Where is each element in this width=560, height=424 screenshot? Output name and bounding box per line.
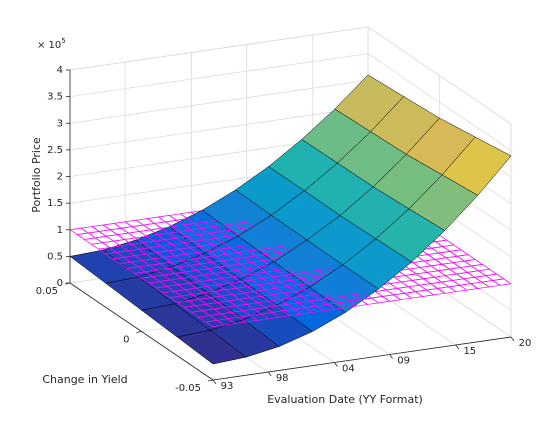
z-scale-exponent: 5	[61, 37, 65, 45]
x-tick	[267, 371, 272, 377]
y-tick	[136, 331, 142, 333]
z-tick-label: 0.5	[47, 251, 63, 262]
x-tick-label: 20	[519, 338, 532, 349]
x-axis-label: Evaluation Date (YY Format)	[267, 393, 423, 406]
z-tick-label: 3	[57, 118, 63, 129]
z-tick-label: 2.5	[47, 145, 63, 156]
x-tick-label: 15	[463, 346, 476, 357]
z-axis-label: Portfolio Price	[30, 137, 43, 213]
surface-patch	[441, 136, 512, 196]
x-axis	[212, 336, 512, 381]
wall-grid-z	[69, 106, 369, 151]
box-edge	[69, 26, 369, 71]
z-tick-label: 0	[57, 278, 63, 289]
y-tick-label: 0	[123, 335, 129, 346]
box-edge	[367, 26, 512, 125]
x-tick	[389, 354, 393, 359]
y-tick-label: -0.05	[175, 383, 201, 394]
x-tick-label: 93	[221, 381, 234, 392]
plane-cell	[204, 319, 225, 328]
wall-grid-z	[69, 53, 369, 98]
y-tick-label: 0.05	[36, 286, 58, 297]
z-tick-label: 3.5	[47, 92, 63, 103]
z-tick-label: 1.5	[47, 198, 63, 209]
x-tick	[510, 336, 515, 342]
y-axis-label: Change in Yield	[42, 373, 127, 386]
z-scale: × 105	[37, 37, 66, 51]
wall-grid-z	[69, 79, 369, 124]
x-tick-label: 98	[276, 373, 289, 384]
z-tick-label: 2	[57, 172, 63, 183]
x-tick-label: 04	[342, 363, 355, 374]
wall-grid-z	[367, 53, 512, 151]
y-tick	[207, 379, 214, 382]
z-tick-label: 4	[57, 65, 63, 76]
x-tick	[212, 379, 217, 385]
surface-patch	[176, 329, 247, 365]
x-tick-label: 09	[397, 356, 410, 367]
x-tick	[455, 344, 460, 350]
x-tick	[334, 362, 338, 367]
z-scale-base: × 10	[37, 40, 61, 51]
z-tick-label: 1	[57, 225, 63, 236]
